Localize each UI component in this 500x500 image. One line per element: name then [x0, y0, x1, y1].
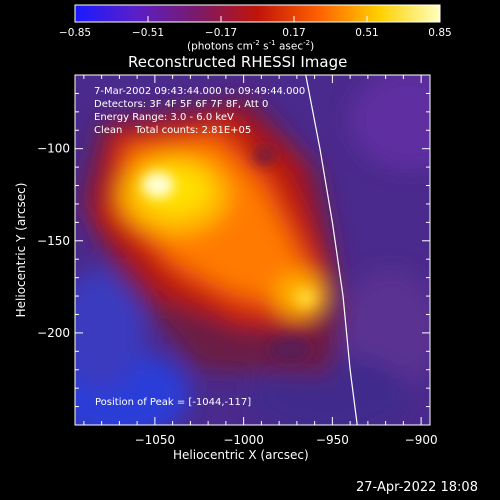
- colorbar-units: (photons cm-2 s-1 asec-2): [187, 39, 315, 53]
- colorbar-tick-label: −0.51: [132, 27, 164, 39]
- colorbar-tick-label: 0.51: [355, 27, 378, 39]
- y-tick-label: −200: [37, 326, 70, 340]
- colorbar-tick-label: −0.85: [59, 27, 91, 39]
- heatmap-image: [75, 75, 430, 425]
- annotation-time-range: 7-Mar-2002 09:43:44.000 to 09:49:44.000: [94, 86, 306, 97]
- solar-limb-line: [305, 75, 358, 425]
- y-tick-label: −100: [37, 142, 70, 156]
- footer-timestamp: 27-Apr-2022 18:08: [356, 480, 478, 495]
- annotation-clean-counts: Clean Total counts: 2.81E+05: [94, 125, 252, 136]
- colorbar-tick-label: 0.85: [428, 27, 451, 39]
- y-tick-label: −150: [37, 234, 70, 248]
- annotation-energy-range: Energy Range: 3.0 - 6.0 keV: [94, 112, 234, 123]
- peak-position-label: Position of Peak = [-1044,-117]: [95, 397, 252, 408]
- plot-frame: [74, 74, 431, 426]
- colorbar-tick-label: −0.17: [205, 27, 237, 39]
- y-axis-label: Heliocentric Y (arcsec): [14, 182, 28, 318]
- x-axis-ticks: −1050 −1000 −950 −900: [83, 75, 438, 447]
- x-tick-label: −1000: [223, 433, 264, 447]
- x-tick-label: −1050: [135, 433, 176, 447]
- y-axis-ticks: −100 −150 −200: [37, 92, 430, 408]
- colorbar: [74, 4, 441, 23]
- x-tick-label: −900: [405, 433, 438, 447]
- x-tick-label: −950: [316, 433, 349, 447]
- annotation-detectors: Detectors: 3F 4F 5F 6F 7F 8F, Att 0: [94, 99, 269, 110]
- x-axis-label: Heliocentric X (arcsec): [173, 448, 309, 462]
- chart-title: Reconstructed RHESSI Image: [128, 53, 348, 71]
- colorbar-ticks: −0.85 −0.51 −0.17 0.17 0.51 0.85: [59, 16, 452, 39]
- colorbar-tick-label: 0.17: [282, 27, 305, 39]
